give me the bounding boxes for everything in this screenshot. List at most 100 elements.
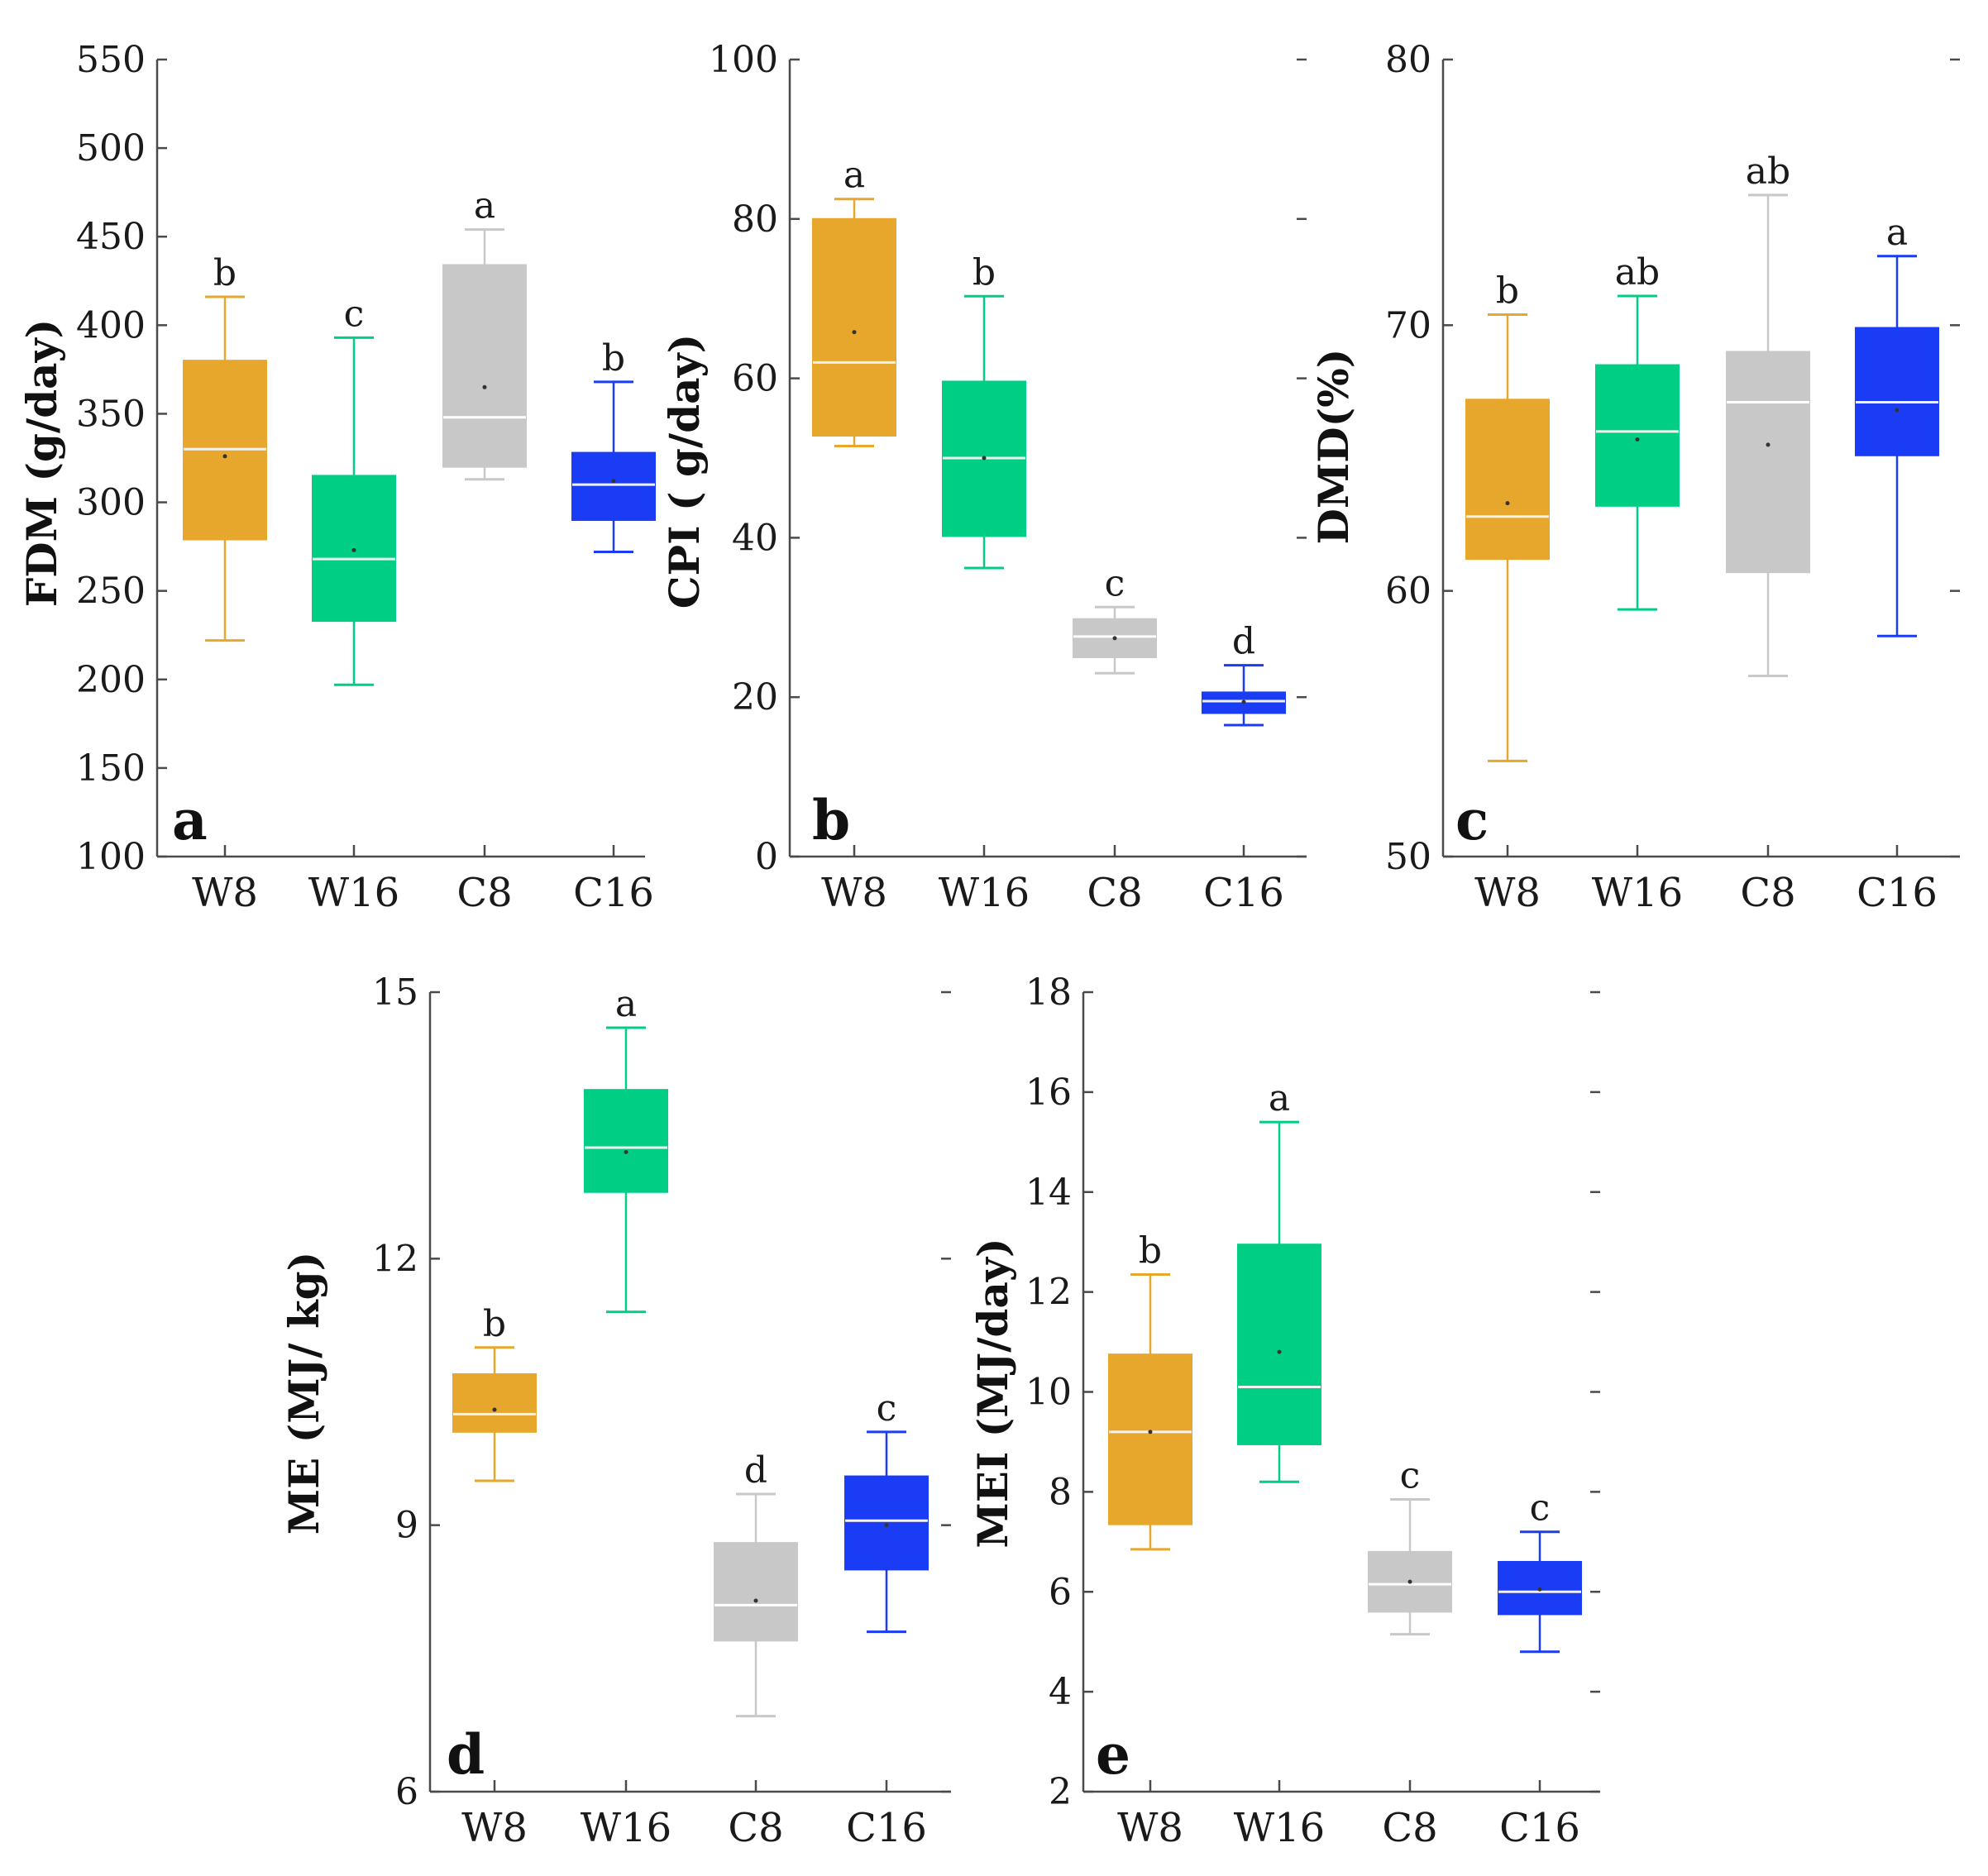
box-C16: c (844, 1387, 929, 1634)
significance-label: b (602, 337, 625, 379)
mean-marker (1895, 408, 1900, 413)
mean-marker (1766, 442, 1771, 447)
y-tick-label: 6 (395, 1771, 418, 1813)
mean-marker (1635, 437, 1640, 442)
significance-label: c (877, 1387, 897, 1430)
x-tick-label: C16 (846, 1805, 927, 1851)
mean-marker (753, 1598, 758, 1603)
y-tick-label: 4 (1049, 1671, 1072, 1713)
y-tick-label: 2 (1049, 1771, 1072, 1813)
x-tick-label: C16 (1857, 870, 1938, 916)
x-tick-label: W8 (1117, 1805, 1183, 1851)
x-tick-label: W8 (1474, 870, 1541, 916)
iqr-box (571, 451, 656, 521)
y-tick-label: 15 (372, 971, 418, 1014)
y-tick-label: 150 (76, 747, 146, 790)
x-tick-label: C16 (1499, 1805, 1580, 1851)
panel-d: 6 9 12 15 W8 W16 C8 C16 b a d c ME (MJ/ kg) d (280, 971, 951, 1851)
iqr-box (442, 264, 527, 468)
x-tick-label: W8 (821, 870, 887, 916)
y-tick-label: 80 (732, 198, 778, 241)
x-tick-label: W16 (1592, 870, 1683, 916)
iqr-box (1726, 351, 1810, 574)
y-axis-title: ME (MJ/ kg) (280, 1252, 328, 1535)
mean-marker (482, 384, 487, 389)
significance-label: a (474, 185, 495, 227)
box-W16: ab (1595, 251, 1680, 611)
y-tick-label: 60 (1385, 570, 1431, 613)
mean-marker (624, 1149, 628, 1154)
x-tick-label: W16 (1234, 1805, 1325, 1851)
y-tick-label: 8 (1049, 1471, 1072, 1513)
mean-marker (492, 1407, 497, 1412)
y-tick-label: 14 (1025, 1172, 1072, 1214)
box-W16: a (584, 983, 668, 1314)
box-C8: c (1073, 562, 1157, 675)
mean-marker (611, 479, 616, 484)
y-tick-label: 20 (732, 676, 778, 718)
y-tick-label: 50 (1385, 836, 1431, 878)
mean-marker (1148, 1430, 1153, 1434)
significance-label: ab (1746, 150, 1790, 193)
box-W8: b (452, 1303, 537, 1482)
x-tick-label: C8 (1087, 870, 1142, 916)
x-tick-label: C16 (1203, 870, 1284, 916)
iqr-box (452, 1373, 537, 1433)
iqr-box (1368, 1550, 1452, 1613)
y-tick-label: 10 (1025, 1372, 1072, 1414)
iqr-box (1108, 1353, 1192, 1525)
mean-marker (1112, 636, 1117, 641)
mean-marker (852, 330, 857, 335)
y-tick-label: 18 (1025, 971, 1072, 1014)
iqr-box (584, 1089, 668, 1193)
x-tick-label: W8 (461, 1805, 528, 1851)
box-C8: a (442, 185, 527, 481)
panel-letter: e (1096, 1722, 1130, 1787)
iqr-box (1237, 1244, 1321, 1445)
y-tick-label: 70 (1385, 304, 1431, 346)
box-C16: c (1498, 1487, 1582, 1654)
panel-letter: a (172, 788, 208, 852)
x-tick-label: W16 (308, 870, 399, 916)
y-tick-label: 200 (76, 659, 146, 701)
significance-label: a (843, 155, 865, 197)
box-C16: a (1855, 212, 1939, 637)
iqr-box (812, 217, 896, 437)
mean-marker (1407, 1579, 1412, 1584)
box-C16: b (571, 337, 656, 554)
panel-a: 100 150 200 250 300 350 400 450 500 550 W8 W16 C8 C16… (17, 39, 656, 916)
box-C8: d (714, 1449, 798, 1718)
significance-label: b (213, 252, 237, 294)
panel-e: 2 4 6 8 10 12 14 16 18 W8 W16 C8 C16 b a c c MEI (MJ/day)… (968, 971, 1600, 1851)
y-tick-label: 60 (732, 358, 778, 400)
x-tick-label: C8 (456, 870, 512, 916)
x-tick-label: C8 (728, 1805, 783, 1851)
iqr-box (1465, 399, 1550, 561)
y-axis-title: MEI (MJ/day) (968, 1238, 1017, 1548)
iqr-box (844, 1475, 929, 1571)
panel-letter: b (812, 788, 850, 852)
x-tick-label: C8 (1382, 1805, 1437, 1851)
x-tick-label: W8 (192, 870, 258, 916)
y-tick-label: 400 (76, 304, 146, 346)
box-C8: ab (1726, 150, 1810, 677)
significance-label: c (1400, 1454, 1421, 1497)
iqr-box (1595, 364, 1680, 507)
mean-marker (1241, 699, 1246, 704)
y-tick-label: 550 (76, 39, 146, 81)
y-tick-label: 12 (1025, 1272, 1072, 1314)
x-tick-label: W16 (939, 870, 1030, 916)
y-tick-label: 40 (732, 517, 778, 559)
box-W16: b (942, 251, 1026, 570)
y-tick-label: 12 (372, 1238, 418, 1280)
significance-label: b (972, 251, 996, 294)
box-W8: b (183, 252, 267, 642)
y-tick-label: 80 (1385, 39, 1431, 81)
mean-marker (351, 547, 356, 552)
box-W8: a (812, 155, 896, 448)
y-tick-label: 0 (755, 836, 778, 878)
significance-label: a (615, 983, 637, 1025)
mean-marker (884, 1523, 889, 1528)
significance-label: b (483, 1303, 506, 1345)
